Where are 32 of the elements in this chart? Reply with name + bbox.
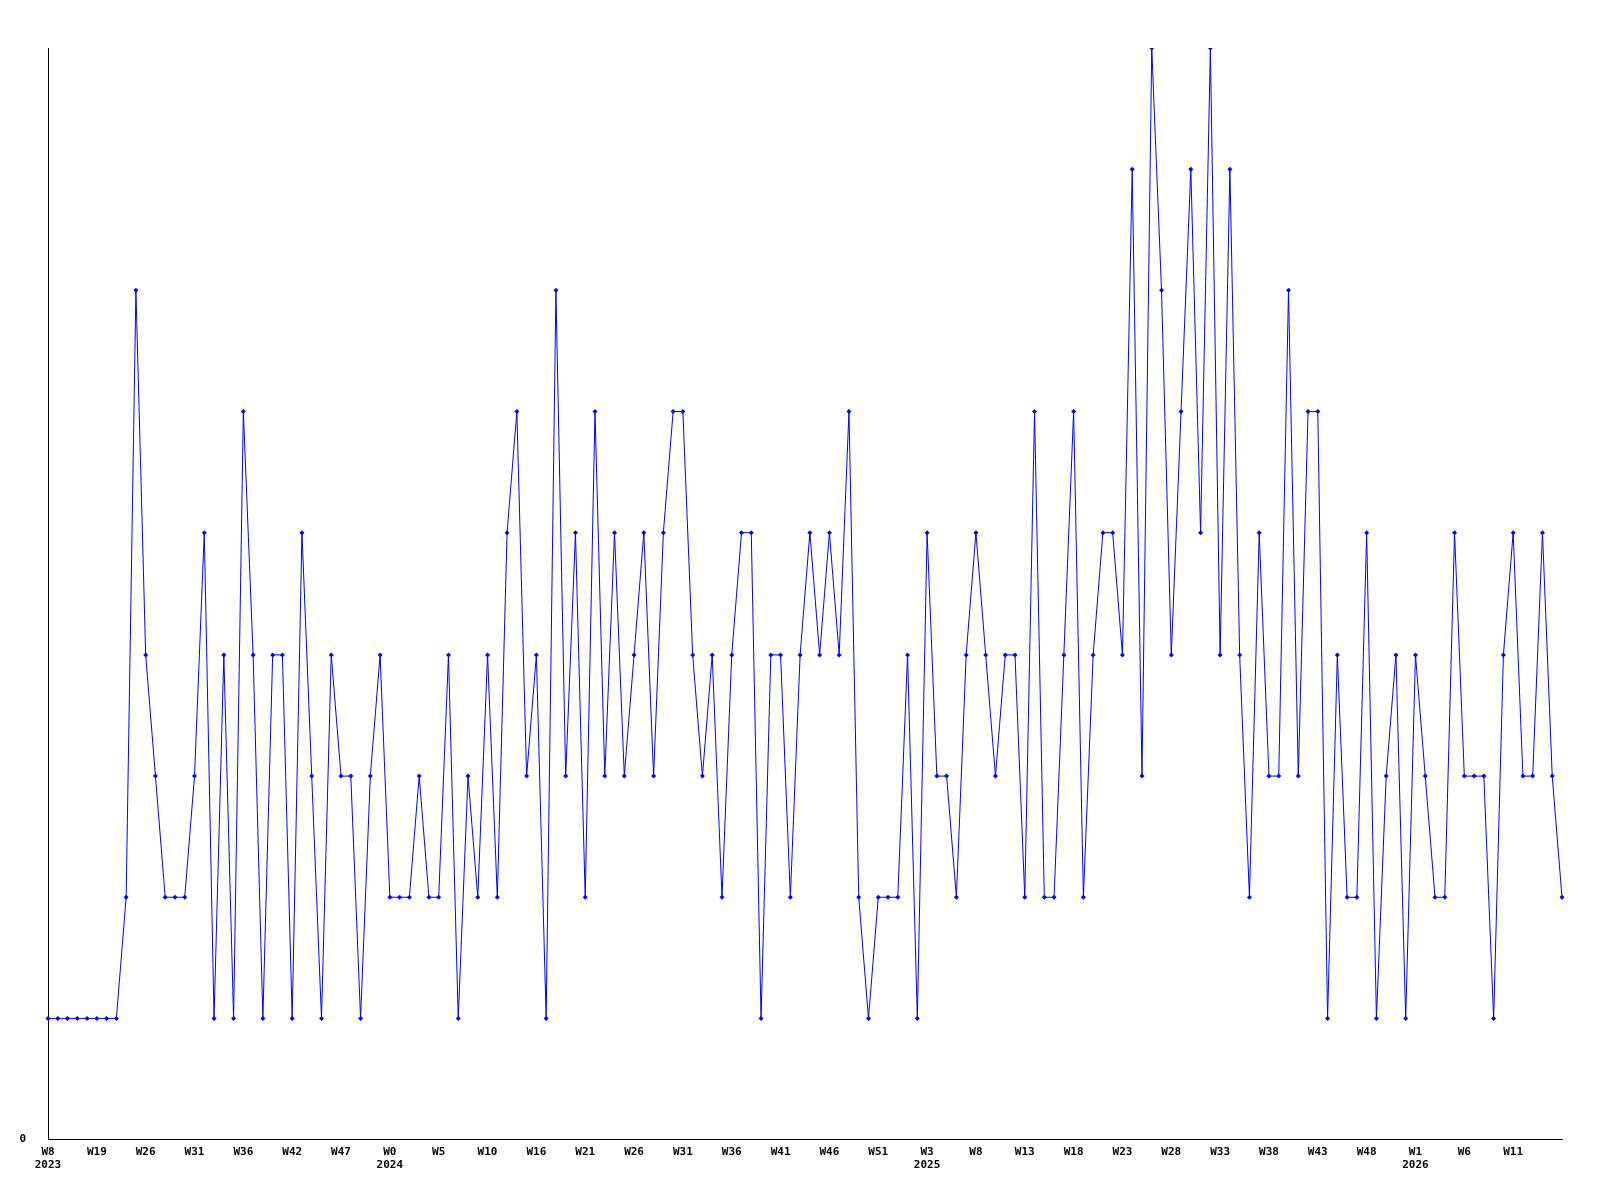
x-tick-label: W31 (672, 1145, 694, 1159)
x-tick-label: W8 2023 (34, 1145, 62, 1172)
x-tick-label: W11 (1503, 1145, 1524, 1159)
x-tick-label: W31 (184, 1145, 205, 1159)
x-tick-label: W41 (770, 1145, 791, 1159)
x-tick-label: W13 (1014, 1145, 1035, 1159)
text: 0 (19, 1132, 26, 1146)
x-tick-label: W16 (526, 1145, 547, 1159)
x-tick-label: W43 (1307, 1145, 1328, 1159)
x-tick-label: W6 (1457, 1145, 1472, 1159)
x-tick-label: W18 (1063, 1145, 1084, 1159)
x-tick-label: W23 (1112, 1145, 1133, 1159)
x-tick-label: W0 2024 (376, 1145, 404, 1172)
x-tick-label: W8 (969, 1145, 983, 1159)
x-tick-label: W33 (1210, 1145, 1231, 1159)
x-tick-label: W47 (331, 1145, 351, 1159)
x-tick-label: W3 2025 (913, 1145, 941, 1172)
x-tick-label: W21 (575, 1145, 596, 1159)
x-tick-label: W26 (624, 1145, 645, 1159)
x-tick-label: W10 (477, 1145, 498, 1159)
x-tick-label: W42 (282, 1145, 303, 1159)
x-tick-label: W19 (86, 1145, 107, 1159)
x-tick-label: W36 (233, 1145, 254, 1159)
x-tick-label: W51 (868, 1145, 889, 1159)
x-tick-label: W38 (1259, 1145, 1279, 1159)
x-tick-label: W26 (135, 1145, 156, 1159)
x-tick-label: W28 (1161, 1145, 1182, 1159)
x-tick-label: W46 (819, 1145, 840, 1159)
x-tick-label: W36 (721, 1145, 743, 1159)
x-tick-label: W48 (1356, 1145, 1377, 1159)
x-tick-label: W5 (432, 1145, 446, 1159)
x-tick-label: W1 2026 (1402, 1145, 1430, 1172)
